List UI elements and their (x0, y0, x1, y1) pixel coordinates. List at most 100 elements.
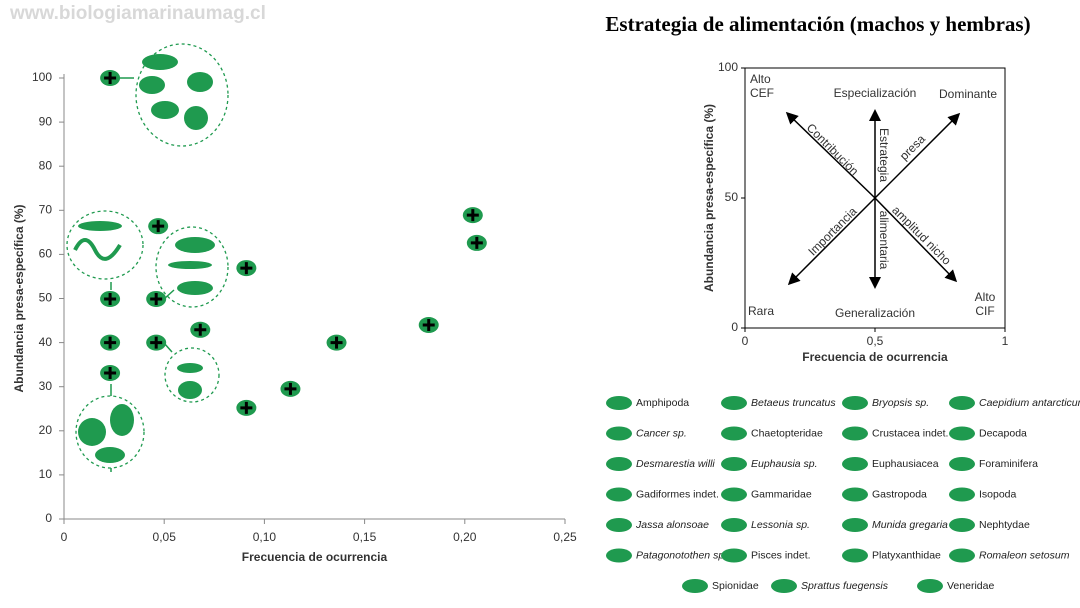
point-cross (240, 262, 253, 275)
legend-icon (721, 518, 747, 532)
legend-label: Spionidae (712, 580, 759, 592)
data-point (100, 290, 121, 307)
legend-icon (949, 548, 975, 563)
legend-label: Chaetopteridae (751, 427, 823, 439)
x-tick-label: 0,20 (453, 530, 477, 544)
legend-label: Patagonotothen sp. (636, 549, 727, 561)
data-point (326, 334, 347, 351)
legend-label: Gastropoda (872, 488, 927, 500)
legend-label: Betaeus truncatus (751, 397, 836, 409)
legend-label: Munida gregaria (872, 519, 948, 531)
legend-label: Cancer sp. (636, 427, 687, 439)
point-cross (194, 323, 207, 336)
legend-label: Nephtydae (979, 519, 1030, 531)
legend-icon (606, 548, 632, 563)
x-tick-label: 0,25 (553, 530, 577, 544)
legend-icon (949, 487, 975, 502)
data-point (100, 334, 121, 351)
point-cross (240, 401, 253, 414)
legend-icon (917, 579, 943, 593)
y-tick-label: 0 (45, 511, 52, 525)
annotation-line: Alto (975, 290, 996, 304)
y-tick-label: 50 (725, 190, 739, 204)
data-point (100, 365, 121, 382)
legend-icon (949, 426, 975, 441)
legend-icon (606, 487, 632, 502)
annotation-line: CEF (750, 86, 774, 100)
legend-icon (842, 548, 868, 563)
quadrant-arrows (785, 109, 961, 289)
x-tick-label: 0,10 (253, 530, 277, 544)
legend-label: Euphausiacea (872, 458, 939, 470)
legend-label: Gammaridae (751, 488, 812, 500)
data-point (466, 234, 487, 251)
y-tick-label: 40 (39, 335, 53, 349)
y-tick-label: 30 (39, 379, 53, 393)
data-point (462, 207, 483, 224)
legend-label: Decapoda (979, 427, 1027, 439)
legend-icon (606, 396, 632, 410)
x-tick-label: 0 (742, 334, 749, 348)
x-tick-label: 0,5 (867, 334, 884, 348)
x-tick-label: 1 (1002, 334, 1009, 348)
point-cross (150, 292, 163, 305)
y-tick-label: 80 (39, 158, 53, 172)
annotation: Rara (748, 304, 774, 318)
data-point (236, 399, 257, 416)
annotation: Alto CIF (975, 290, 996, 318)
data-point (148, 218, 169, 235)
annotation-line: CIF (975, 304, 994, 318)
y-tick-label: 70 (39, 202, 53, 216)
watermark: www.biologiamarinaumag.cl (9, 3, 266, 24)
legend-label: Foraminifera (979, 458, 1038, 470)
legend-icon (682, 579, 708, 593)
x-tick-label: 0,15 (353, 530, 377, 544)
annotation: Dominante (939, 87, 997, 101)
data-point (190, 321, 211, 338)
legend-icon (606, 518, 632, 532)
annotation: Contribución (804, 121, 862, 179)
legend-icon (842, 396, 868, 410)
y-axis-label: Abundancia presa-específica (%) (12, 204, 26, 392)
annotation: alimentaria (877, 211, 891, 270)
point-cross (150, 336, 163, 349)
annotation: Especialización (834, 86, 917, 100)
legend-label: Platyxanthidae (872, 549, 941, 561)
prey-groups (66, 43, 229, 472)
point-cross (152, 220, 165, 233)
legend-icon (606, 457, 632, 471)
y-tick-label: 20 (39, 423, 53, 437)
legend-label: Romaleon setosum (979, 549, 1070, 561)
y-tick-label: 10 (39, 467, 53, 481)
legend-label: Gadiformes indet. (636, 488, 719, 500)
legend-icon (721, 396, 747, 410)
legend-icon (949, 518, 975, 532)
data-point (280, 380, 301, 397)
point-cross (330, 336, 343, 349)
legend-icon (842, 457, 868, 471)
legend-icon (949, 396, 975, 410)
point-cross (470, 236, 483, 249)
legend-icon (721, 548, 747, 563)
legend-icon (949, 457, 975, 471)
legend-icon (842, 426, 868, 441)
legend-label: Pisces indet. (751, 549, 811, 561)
x-tick-label: 0 (61, 530, 68, 544)
legend-label: Crustacea indet. (872, 427, 948, 439)
annotation: amplitud nicho (889, 203, 954, 268)
annotation: Generalización (835, 306, 915, 320)
x-axis-label: Frecuencia de ocurrencia (802, 350, 948, 364)
annotation: Importancia (805, 204, 859, 258)
data-point (236, 260, 257, 277)
data-point (146, 334, 167, 351)
legend-label: Bryopsis sp. (872, 397, 929, 409)
y-tick-label: 100 (718, 60, 738, 74)
data-point (100, 70, 121, 86)
point-cross (422, 318, 435, 331)
legend-label: Desmarestia willi (636, 458, 715, 470)
legend-icon (606, 426, 632, 441)
point-cross (104, 72, 117, 84)
legend-label: Sprattus fuegensis (801, 580, 889, 592)
y-axis-label: Abundancia presa-específica (%) (702, 104, 716, 292)
